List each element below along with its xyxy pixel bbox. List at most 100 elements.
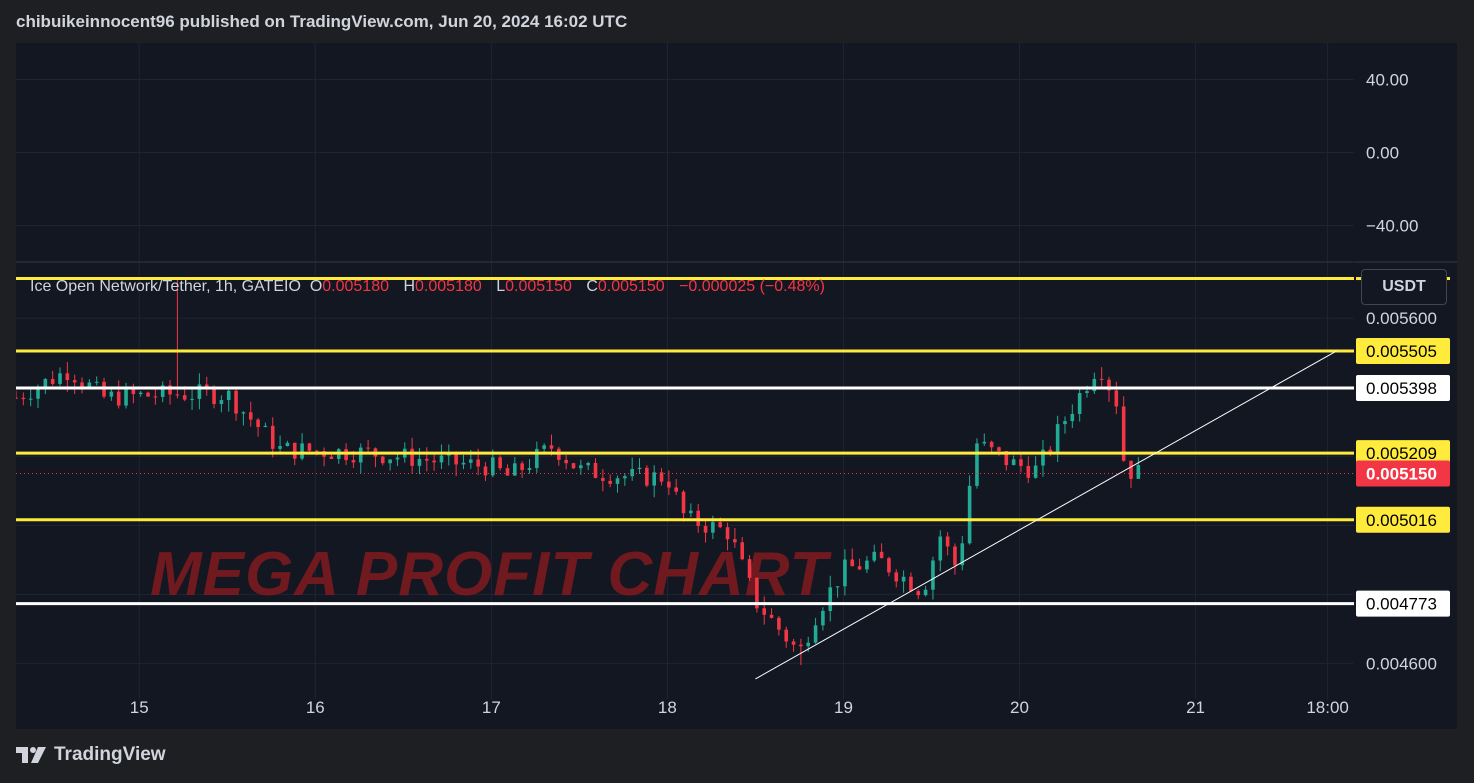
candle-body (80, 382, 84, 387)
candle-body (28, 398, 33, 400)
candle-body (1085, 391, 1089, 394)
candle-body (909, 576, 913, 592)
candle-body (813, 625, 818, 643)
candle-body (197, 384, 202, 399)
candle-body (307, 443, 312, 451)
candle-body (755, 577, 759, 609)
candle-body (564, 459, 568, 464)
candle-body (160, 385, 165, 397)
published-header: chibuikeinnocent96 published on TradingV… (16, 12, 627, 32)
candle-body (725, 527, 730, 540)
date-tick-label: 19 (834, 698, 853, 717)
candle-body (982, 441, 987, 444)
candle-body (615, 478, 620, 484)
candle-body (21, 397, 26, 400)
candle-body (72, 380, 77, 383)
candle-body (535, 448, 539, 469)
candle-body (865, 560, 869, 570)
candle-body (1019, 459, 1023, 466)
candle-body (1026, 465, 1031, 478)
candle-body (1092, 378, 1097, 392)
chart-panel[interactable]: 40.00 0.00 −40.00 MEGA PROFIT CHART 0.005600… (16, 43, 1457, 729)
candle-body (887, 558, 891, 573)
candle-body (65, 373, 70, 381)
currency-unit-label: USDT (1382, 278, 1426, 295)
date-tick-label: 17 (482, 698, 501, 717)
low-label: L (496, 278, 506, 295)
candle-body (520, 463, 524, 470)
candle-body (1033, 465, 1038, 478)
candle-body (234, 390, 238, 414)
level-axis-badge (1356, 374, 1450, 401)
watermark-text: MEGA PROFIT CHART (150, 540, 832, 609)
candle-body (872, 551, 877, 561)
candle-body (1114, 390, 1119, 407)
candle-body (747, 559, 752, 578)
current-price-label: 0.005150 (1366, 465, 1437, 484)
candle-body (718, 522, 723, 528)
candle-body (608, 480, 612, 484)
candle-body (1121, 406, 1126, 461)
candle-body (953, 546, 957, 566)
candle-body (168, 385, 172, 395)
candle-body (424, 458, 429, 461)
candle-body (58, 373, 62, 384)
candle-body (278, 446, 282, 449)
candle-body (879, 551, 884, 559)
candle-body (799, 644, 803, 647)
candle-body (681, 491, 686, 514)
candle-body (50, 379, 55, 384)
level-axis-badge (1356, 590, 1450, 617)
candle-body (960, 543, 965, 566)
candle-body (711, 522, 715, 533)
candle-body (733, 539, 737, 543)
date-tick-label: 18 (658, 698, 677, 717)
date-tick-label: 21 (1186, 698, 1205, 717)
candle-body (769, 614, 774, 618)
candle-body (989, 441, 994, 448)
candle-body (314, 450, 319, 452)
level-axis-badge (1356, 440, 1450, 467)
candle-body (226, 390, 231, 401)
candle-body (439, 455, 444, 463)
candle-body (124, 388, 128, 406)
candle-body (916, 591, 921, 596)
candle-body (432, 460, 436, 463)
chart-canvas[interactable]: 40.00 0.00 −40.00 MEGA PROFIT CHART 0.005600… (16, 43, 1457, 729)
candle-body (366, 447, 370, 449)
candle-body (894, 572, 899, 582)
candle-body (931, 560, 935, 590)
candle-body (835, 586, 840, 588)
candle-body (791, 641, 796, 645)
candle-body (182, 395, 187, 400)
candle-body (586, 462, 590, 466)
trendline (755, 350, 1337, 680)
candle-body (491, 457, 495, 476)
candle-body (476, 459, 480, 467)
candle-body (16, 397, 18, 399)
candle-body (175, 394, 180, 396)
candle-body (43, 379, 48, 388)
candle-body (1099, 378, 1104, 380)
candle-body (762, 608, 767, 615)
candle-body (36, 387, 40, 399)
osc-y-tick-label: −40.00 (1366, 217, 1418, 236)
candle-body (527, 468, 532, 470)
candle-body (659, 472, 664, 482)
candle-body (850, 559, 855, 567)
candle-body (219, 400, 224, 405)
candle-body (689, 510, 693, 514)
open-label: O (309, 278, 323, 295)
level-axis-label: 0.005505 (1366, 342, 1437, 361)
candle-body (1004, 450, 1009, 466)
candle-body (263, 425, 268, 428)
candle-body (923, 589, 928, 596)
candle-body (821, 610, 825, 626)
candle-body (94, 381, 99, 383)
currency-unit-button[interactable]: USDT (1361, 269, 1447, 305)
candle-body (1063, 421, 1067, 425)
tradingview-footer[interactable]: TradingView (16, 744, 166, 766)
candle-body (674, 487, 678, 492)
candle-body (967, 485, 972, 544)
candle-body (975, 443, 979, 486)
